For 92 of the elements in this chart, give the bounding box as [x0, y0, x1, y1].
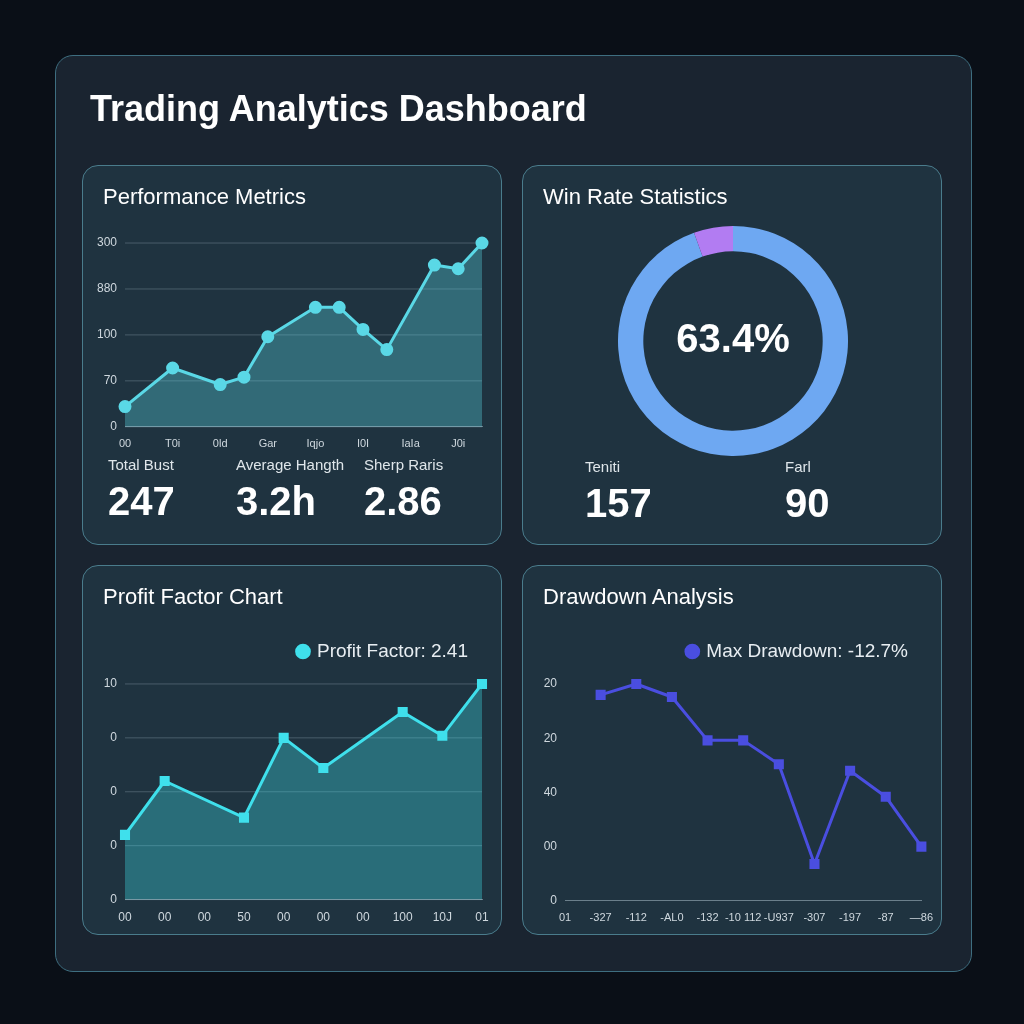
point: [702, 735, 713, 746]
text: 20: [543, 676, 558, 691]
text: 0: [110, 784, 118, 799]
x-tick-label: T0i: [164, 437, 181, 450]
text: Trading Analytics Dashboard: [90, 88, 587, 130]
point: [773, 759, 784, 770]
text: 0: [110, 838, 118, 852]
x-tick-label: -112: [625, 911, 647, 924]
point: [308, 300, 322, 314]
x-tick-label: 100: [392, 910, 413, 925]
point: [166, 361, 180, 375]
x-tick-label: 00: [157, 910, 172, 925]
point: [119, 829, 131, 840]
text: Teniti: [585, 458, 622, 475]
point: [278, 732, 289, 743]
point: [237, 370, 251, 384]
text: 00: [543, 838, 558, 853]
text: 100: [96, 327, 118, 342]
x-tick-label: J0i: [451, 437, 466, 450]
x-tick-label: -197: [839, 911, 862, 924]
x-tick-label: Gar: [258, 437, 278, 450]
x-tick-label: -132: [696, 911, 719, 924]
x-tick-label: -U937: [763, 911, 794, 924]
legend-label: Profit Factor: 2.41: [316, 639, 469, 661]
point: [380, 343, 394, 357]
point: [159, 775, 170, 787]
point: [475, 236, 489, 250]
text: 0: [110, 730, 118, 745]
point: [738, 735, 749, 746]
x-tick-label: 00: [118, 910, 132, 925]
point: [356, 322, 370, 336]
x-tick-label: -327: [589, 911, 612, 924]
x-tick-label: 50: [237, 910, 251, 925]
x-tick-label: -AL0: [660, 911, 684, 924]
text: 10: [103, 676, 118, 691]
point: [238, 812, 250, 823]
text: Farl: [785, 458, 812, 475]
text: 0: [110, 891, 118, 906]
point: [809, 858, 820, 869]
point: [261, 330, 275, 344]
x-tick-label: 00: [356, 910, 370, 925]
point: [666, 691, 677, 703]
x-tick-label: 00: [118, 437, 132, 450]
x-tick-label: -10 112: [724, 911, 762, 924]
point: [397, 706, 408, 718]
x-tick-label: 00: [276, 910, 291, 925]
text: Average Hangth: [236, 456, 345, 473]
x-tick-label: 00: [316, 910, 331, 925]
text: Sherp Raris: [364, 456, 444, 473]
text: 247: [108, 479, 175, 524]
text: 300: [96, 235, 118, 250]
point: [332, 300, 346, 314]
x-tick-label: 01: [475, 910, 489, 925]
text: Total Bust: [108, 456, 175, 473]
text: 63.4%: [675, 316, 791, 361]
point: [595, 689, 606, 700]
point: [476, 678, 488, 689]
x-tick-label: IaIa: [401, 437, 421, 450]
chart-title: Win Rate Statistics: [543, 184, 728, 210]
x-tick-label: 0ld: [212, 437, 228, 450]
x-tick-label: —86: [909, 911, 934, 924]
point: [916, 841, 927, 852]
point: [451, 262, 465, 276]
text: 90: [785, 481, 830, 526]
legend-label: Max Drawdown: -12.7%: [706, 639, 909, 661]
text: 20: [543, 730, 558, 745]
chart-title: Performance Metrics: [103, 184, 306, 210]
point: [118, 400, 132, 414]
text: 2.86: [364, 479, 443, 524]
x-tick-label: I0I: [356, 437, 370, 450]
x-tick-label: 01: [558, 911, 572, 924]
text: 40: [543, 784, 558, 799]
text: 0: [110, 419, 118, 434]
chart-title: Profit Factor Chart: [103, 584, 283, 610]
point: [213, 378, 227, 392]
point: [631, 678, 642, 690]
text: 880: [96, 281, 118, 296]
x-tick-label: 00: [197, 910, 212, 925]
x-tick-label: -307: [803, 911, 826, 924]
x-tick-label: 10J: [432, 910, 453, 925]
chart-title: Drawdown Analysis: [543, 584, 734, 610]
text: 157: [585, 481, 652, 526]
point: [845, 765, 856, 776]
point: [437, 730, 448, 741]
text: 0: [550, 893, 558, 908]
text: 70: [103, 373, 118, 388]
x-tick-label: Iqjo: [306, 437, 325, 450]
point: [880, 791, 891, 802]
point: [318, 763, 329, 774]
x-tick-label: -87: [877, 911, 894, 924]
text: 3.2h: [236, 479, 318, 524]
point: [427, 258, 441, 272]
